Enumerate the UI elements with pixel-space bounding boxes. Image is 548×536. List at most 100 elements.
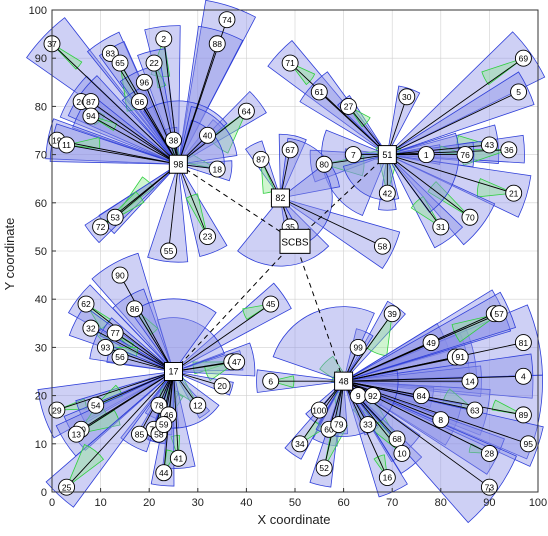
y-tick-label: 70 — [35, 150, 47, 162]
dashed-backhaul-link — [173, 241, 296, 372]
node-label: 68 — [392, 434, 402, 444]
node-label: 44 — [159, 468, 169, 478]
dashed-backhaul-link — [294, 154, 388, 242]
node-label: 39 — [387, 309, 397, 319]
x-tick-label: 0 — [49, 497, 55, 509]
node-label: 87 — [256, 155, 266, 165]
node-label: 99 — [353, 343, 363, 353]
node-marker — [364, 387, 382, 405]
cluster-head-label: 51 — [382, 150, 392, 160]
node-label: 80 — [319, 159, 329, 169]
node-label: 7 — [351, 150, 356, 160]
node-label: 18 — [213, 164, 223, 174]
node-label: 43 — [485, 140, 495, 150]
node-label: 14 — [465, 376, 475, 386]
node-marker — [310, 401, 328, 419]
node-marker — [213, 377, 231, 395]
node-marker — [514, 406, 532, 424]
cluster-head-label: 82 — [275, 193, 285, 203]
node-label: 96 — [140, 78, 150, 88]
node-label: 16 — [383, 473, 393, 483]
node-sector-green — [51, 43, 83, 70]
node-label: 94 — [86, 111, 96, 121]
head-sector-blue — [147, 164, 189, 263]
node-marker — [480, 136, 498, 154]
node-marker — [514, 334, 532, 352]
node-label: 5 — [516, 87, 521, 97]
x-tick-label: 40 — [240, 497, 252, 509]
node-label: 2 — [161, 34, 166, 44]
node-label: 30 — [402, 92, 412, 102]
head-coverage-sector — [157, 317, 225, 373]
solid-link — [343, 375, 524, 382]
solid-link — [76, 371, 174, 435]
node-label: 74 — [222, 15, 232, 25]
node-marker — [111, 348, 129, 366]
head-sector-blue — [177, 25, 244, 165]
solid-link — [85, 303, 174, 372]
node-label: 63 — [470, 405, 480, 415]
solid-link — [177, 164, 208, 237]
node-label: 72 — [96, 222, 106, 232]
node-label: 58 — [154, 429, 164, 439]
node-sector-green — [185, 193, 208, 237]
node-marker — [208, 35, 226, 53]
solid-link — [66, 371, 174, 488]
node-label: 62 — [81, 299, 91, 309]
node-marker — [145, 54, 163, 72]
node-label: 36 — [504, 145, 514, 155]
node-label: 8 — [438, 415, 443, 425]
node-label: 38 — [169, 135, 179, 145]
solid-link — [134, 308, 174, 372]
node-marker — [92, 218, 110, 236]
node-marker — [160, 242, 178, 260]
node-marker — [359, 416, 377, 433]
node-label: 9 — [356, 391, 361, 401]
node-marker — [383, 305, 401, 323]
head-sector-blue — [280, 197, 401, 270]
node-label: 73 — [485, 482, 495, 492]
node-marker — [461, 208, 479, 226]
node-marker — [378, 469, 396, 486]
node-label: 12 — [193, 400, 203, 410]
node-label: 1 — [424, 150, 429, 160]
node-label: 90 — [115, 270, 125, 280]
node-marker — [228, 353, 246, 371]
node-marker — [281, 54, 299, 72]
node-label: 26 — [76, 97, 86, 107]
cluster-head-marker — [377, 145, 397, 165]
x-tick-label: 20 — [143, 497, 155, 509]
node-label: 71 — [285, 58, 295, 68]
node-label: 40 — [203, 131, 213, 141]
axes: 0 10 20 30 40 50 60 70 80 90 100 0 10 20 30 40 50 60 70 80 9… — [29, 5, 548, 509]
head-sector-blue — [37, 371, 174, 439]
x-tick-label: 100 — [529, 497, 547, 509]
node-label: 81 — [519, 338, 529, 348]
x-tick-label: 60 — [337, 497, 349, 509]
solid-link — [119, 62, 179, 165]
macro-station-label: SCBS — [281, 237, 309, 248]
node-label: 58 — [378, 241, 388, 251]
node-label: 27 — [344, 102, 354, 112]
node-label: 89 — [519, 410, 529, 420]
node-marker — [106, 208, 124, 226]
solid-link — [387, 144, 490, 156]
node-marker — [77, 295, 95, 313]
node-marker — [510, 83, 528, 101]
y-tick-label: 60 — [35, 198, 47, 210]
node-marker — [480, 444, 498, 462]
node-marker — [315, 459, 333, 477]
solid-link — [387, 154, 514, 194]
node-label: 10 — [397, 449, 407, 459]
node-label: 65 — [115, 58, 125, 68]
node-marker — [378, 184, 396, 202]
node-label: 67 — [285, 145, 295, 155]
node-marker — [58, 136, 76, 154]
x-axis-label: X coordinate — [258, 512, 331, 527]
node-marker — [281, 141, 299, 159]
solid-link — [343, 380, 524, 416]
x-tick-label: 30 — [192, 497, 204, 509]
y-axis-label: Y coordinate — [2, 218, 17, 291]
